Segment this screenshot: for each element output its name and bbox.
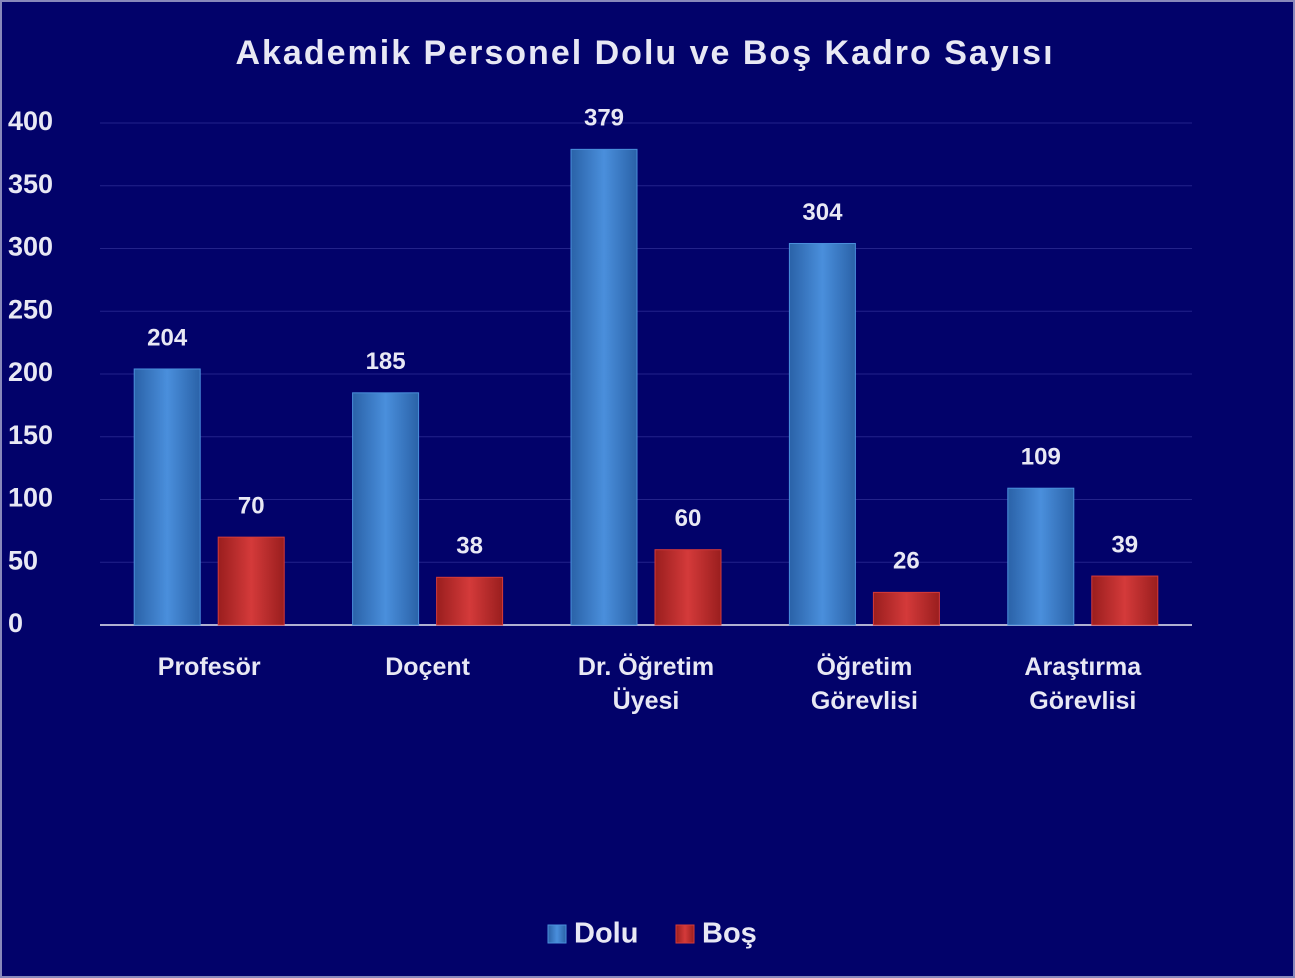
x-tick-label: Profesör: [157, 653, 261, 681]
x-tick-label: Doçent: [385, 653, 470, 681]
bar: [570, 148, 638, 626]
y-tick-label: 0: [8, 608, 23, 638]
value-label: 60: [675, 505, 702, 532]
y-tick-label: 100: [8, 483, 53, 513]
chart-title: Akademik Personel Dolu ve Boş Kadro Sayı…: [235, 34, 1054, 72]
y-tick-label: 50: [8, 545, 38, 575]
x-tick-label: Dr. Öğretim Üyesi: [577, 653, 715, 715]
value-label: 70: [238, 492, 265, 519]
bar: [436, 576, 504, 626]
y-tick-label: 350: [8, 169, 53, 199]
legend-label: Boş: [702, 918, 757, 950]
y-tick-label: 200: [8, 357, 53, 387]
y-tick-label: 150: [8, 420, 53, 450]
bar: [1091, 575, 1159, 626]
legend-label: Dolu: [574, 918, 638, 950]
legend-swatch: [547, 924, 567, 944]
bar: [1007, 487, 1075, 626]
bar: [654, 549, 722, 626]
x-tick-label: Öğretim Görevlisi: [810, 653, 918, 715]
y-tick-label: 300: [8, 232, 53, 262]
bar: [872, 591, 940, 626]
bar: [352, 392, 420, 626]
bar: [217, 536, 285, 626]
value-label: 185: [366, 348, 406, 375]
bar: [133, 368, 201, 626]
value-label: 204: [147, 324, 188, 351]
value-label: 26: [893, 548, 920, 575]
y-tick-label: 400: [8, 106, 53, 136]
value-label: 379: [584, 105, 624, 132]
value-label: 39: [1111, 531, 1138, 558]
value-label: 109: [1021, 444, 1061, 471]
y-tick-label: 250: [8, 294, 53, 324]
x-tick-label: Araştırma Görevlisi: [1024, 653, 1142, 715]
value-label: 304: [802, 199, 843, 226]
value-label: 38: [456, 533, 483, 560]
legend-swatch: [675, 924, 695, 944]
bar: [788, 242, 856, 626]
